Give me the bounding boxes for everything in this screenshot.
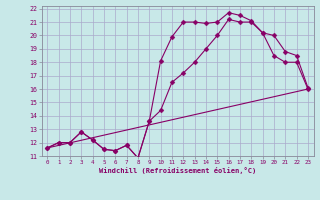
X-axis label: Windchill (Refroidissement éolien,°C): Windchill (Refroidissement éolien,°C) [99, 167, 256, 174]
